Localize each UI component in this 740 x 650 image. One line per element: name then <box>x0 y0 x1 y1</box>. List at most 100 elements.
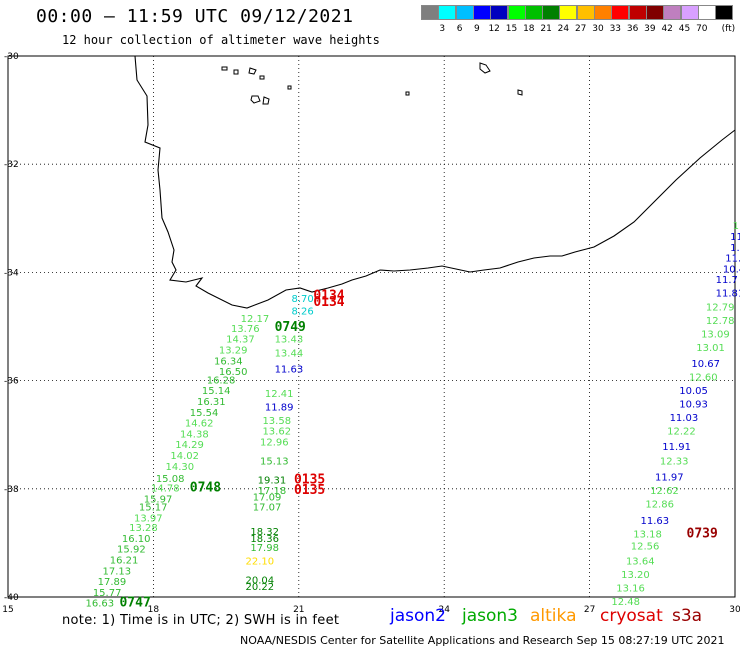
swh-value-label: 16.31 <box>197 397 226 408</box>
swh-value-label: 10.05 <box>679 386 708 397</box>
lat-tick-label: -36 <box>4 377 19 387</box>
lon-tick-label: 24 <box>438 605 450 615</box>
lon-tick-label: 21 <box>293 605 304 615</box>
swh-value-label: 18.36 <box>250 534 279 545</box>
swh-value-label: 11.81 <box>716 289 740 300</box>
swh-value-label: 15.08 <box>156 474 185 485</box>
note-text: note: 1) Time is in UTC; 2) SWH is in fe… <box>62 613 340 628</box>
swh-value-label: 13.97 <box>134 513 163 524</box>
swh-value-label: 11. <box>725 254 740 265</box>
swh-value-label: 16.34 <box>214 356 243 367</box>
swh-value-label: 10.93 <box>679 400 708 411</box>
swh-value-label: 13.09 <box>701 329 730 340</box>
satellite-name-s3a: s3a <box>672 606 703 626</box>
swh-value-label: 20.04 <box>245 575 274 586</box>
swh-value-label: 16.28 <box>207 375 236 386</box>
swh-value-label: 12.60 <box>689 373 718 384</box>
swh-value-label: 17.09 <box>253 493 282 504</box>
swh-value-label: 15.54 <box>190 408 219 419</box>
swh-value-label: 19.31 <box>258 475 287 486</box>
lat-tick-label: -32 <box>4 160 19 170</box>
map-title: 00:00 – 11:59 UTC 09/12/2021 <box>36 6 354 27</box>
swh-value-label: 12.48 <box>611 597 640 608</box>
swh-value-label: 12.56 <box>631 541 660 552</box>
swh-value-label: 15.14 <box>202 386 231 397</box>
swh-value-label: 13.76 <box>231 324 260 335</box>
swh-value-label: 12.79 <box>706 302 735 313</box>
pass-time-label: 0135 <box>294 483 325 498</box>
legend-label: 27 <box>574 24 587 34</box>
satellite-name-cryosat: cryosat <box>600 606 663 626</box>
swh-value-label: 14.29 <box>175 440 204 451</box>
swh-value-label: 13.16 <box>616 584 645 595</box>
swh-value-label: 8.70 <box>292 294 314 305</box>
swh-value-label: 15.13 <box>260 456 289 467</box>
swh-value-label: 14.02 <box>170 451 199 462</box>
swh-value-label: 13.62 <box>262 427 291 438</box>
lat-tick-label: -30 <box>4 52 19 62</box>
swh-value-label: 13.28 <box>129 523 158 534</box>
swh-value-label: 13.18 <box>633 529 662 540</box>
swh-value-label: 11.63 <box>275 364 304 375</box>
legend-label: 9 <box>474 24 480 34</box>
pass-time-label: 0135 <box>294 472 325 487</box>
legend-label: 45 <box>678 24 691 34</box>
swh-value-label: 17.89 <box>98 577 127 588</box>
pass-time-label: 0748 <box>190 481 221 496</box>
islands <box>221 62 523 105</box>
legend-label: 18 <box>523 24 535 34</box>
axis-ticks: 15 18 21 24 27 30 -30 -32 -34 -36 -38 -40 <box>2 52 740 615</box>
lon-tick-label: 30 <box>729 605 740 615</box>
swh-value-label: 8.26 <box>292 307 314 318</box>
swh-value-label: 10.4 <box>723 264 740 275</box>
lon-tick-label: 18 <box>148 605 160 615</box>
pass-time-label: 0749 <box>275 320 306 335</box>
satellite-name-jason3: jason3 <box>462 606 518 626</box>
satellite-name-altika: altika <box>530 606 577 626</box>
legend-label: 42 <box>661 24 673 34</box>
swh-value-label: 14.62 <box>185 419 214 430</box>
legend-label: 6 <box>456 24 463 34</box>
swh-value-label: 17.18 <box>258 486 287 497</box>
lon-tick-label: 27 <box>584 605 595 615</box>
swh-value-label: 20.22 <box>245 582 274 593</box>
legend-label: 30 <box>592 24 604 34</box>
map-grid <box>8 56 735 597</box>
legend-label: 21 <box>540 24 552 34</box>
pass-time-label: 0739 <box>687 526 718 541</box>
swh-value-label: 15.97 <box>144 494 173 505</box>
swh-value-label: 10.67 <box>691 359 720 370</box>
swh-value-label: 16.21 <box>110 555 139 566</box>
swh-value-label: 12.96 <box>260 438 289 449</box>
swh-value-label: 12.17 <box>241 314 270 325</box>
coastline <box>134 55 736 309</box>
swh-value-label: 12.62 <box>650 486 679 497</box>
swh-value-label: 17.98 <box>250 543 279 554</box>
pass-time-label: 0134 <box>313 288 344 303</box>
swh-value-label: 11 <box>730 232 740 243</box>
lat-tick-label: -34 <box>4 268 19 278</box>
swh-value-label: 13.64 <box>626 557 655 568</box>
lon-tick-label: 15 <box>2 605 13 615</box>
map-subtitle: 12 hour collection of altimeter wave hei… <box>62 33 380 47</box>
swh-labels: 8.708.2601340134074912.1713.7614.3713.29… <box>86 221 740 611</box>
swh-value-label: 14.38 <box>180 429 209 440</box>
legend-label: 24 <box>557 24 570 34</box>
swh-value-label: 13.43 <box>275 335 304 346</box>
swh-value-label: 22.10 <box>245 557 274 568</box>
swh-value-label: 16.50 <box>219 367 248 378</box>
swh-value-label: 13.29 <box>219 346 248 357</box>
swh-value-label: 12.22 <box>667 427 696 438</box>
swh-value-label: 12.86 <box>645 500 674 511</box>
satellite-name-jason2: jason2 <box>390 606 446 626</box>
swh-value-label: 15.92 <box>117 545 146 556</box>
swh-value-label: 13.01 <box>696 343 725 354</box>
swh-value-label: 14.30 <box>166 462 195 473</box>
swh-value-label: 1.1 <box>730 243 740 254</box>
swh-value-label: 15.77 <box>93 588 122 599</box>
swh-value-label: 11.03 <box>670 413 699 424</box>
legend-label: 15 <box>505 24 518 34</box>
map-frame <box>7 55 736 598</box>
swh-value-label: 13.44 <box>275 348 304 359</box>
